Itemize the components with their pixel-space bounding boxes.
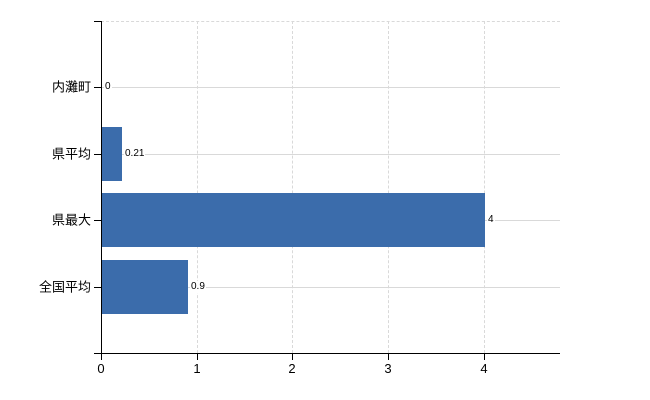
bar-value-label: 4 — [487, 214, 495, 226]
gridline-horizontal — [102, 87, 560, 88]
x-axis-tick — [484, 353, 485, 360]
gridline-vertical — [197, 21, 198, 353]
x-axis-tick — [101, 353, 102, 360]
plot-top-border — [101, 21, 560, 22]
bar — [102, 260, 188, 314]
y-axis-tick — [94, 154, 101, 155]
bar — [102, 127, 122, 181]
gridline-horizontal — [102, 154, 560, 155]
category-label: 県最大 — [51, 212, 91, 228]
category-label: 県平均 — [51, 146, 91, 162]
x-axis-tick — [388, 353, 389, 360]
category-label: 内灘町 — [51, 79, 91, 95]
x-tick-label: 2 — [288, 361, 296, 376]
y-axis-line — [101, 21, 102, 354]
gridline-vertical — [292, 21, 293, 353]
y-axis-tick — [94, 287, 101, 288]
y-axis-tick — [94, 21, 101, 22]
gridline-horizontal — [102, 287, 560, 288]
x-tick-label: 3 — [384, 361, 392, 376]
x-axis-tick — [197, 353, 198, 360]
bar-value-label: 0.21 — [124, 148, 146, 160]
x-tick-label: 1 — [193, 361, 201, 376]
bar-value-label: 0.9 — [190, 281, 206, 293]
bar — [102, 193, 485, 247]
y-axis-tick — [94, 87, 101, 88]
x-tick-label: 0 — [97, 361, 105, 376]
bar-value-label: 0 — [104, 81, 112, 93]
gridline-vertical — [388, 21, 389, 353]
y-axis-tick — [94, 220, 101, 221]
x-axis-line — [95, 353, 560, 354]
category-label: 全国平均 — [38, 279, 91, 295]
gridline-vertical — [484, 21, 485, 353]
x-axis-tick — [292, 353, 293, 360]
x-tick-label: 4 — [480, 361, 488, 376]
